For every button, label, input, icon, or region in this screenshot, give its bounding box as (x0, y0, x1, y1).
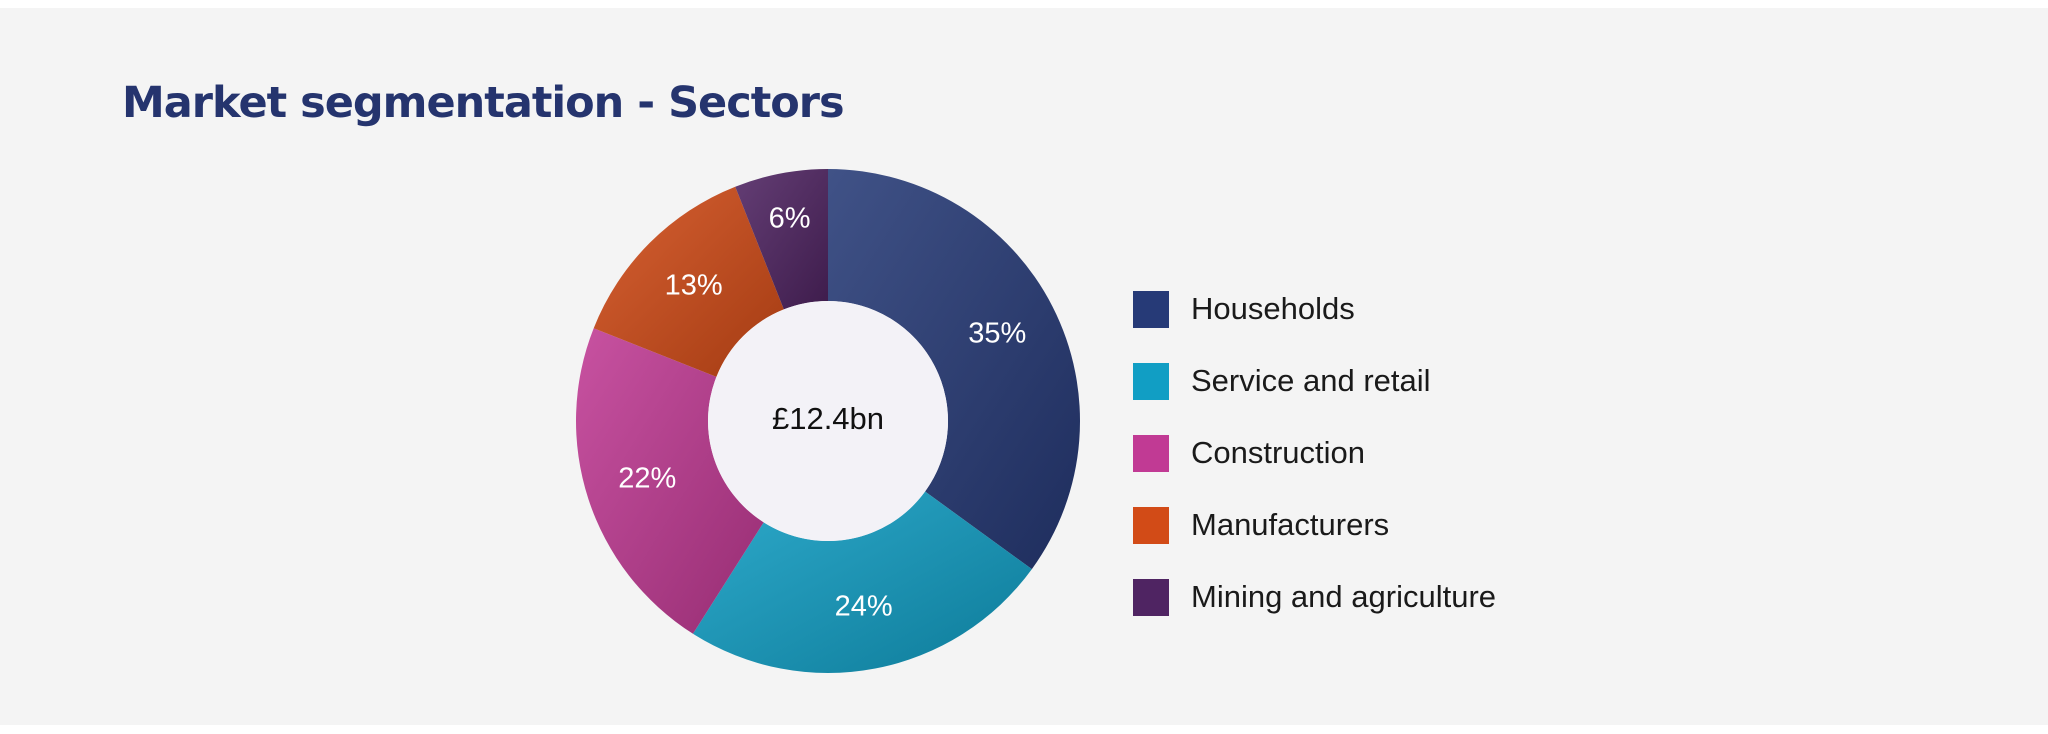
chart-panel: Market segmentation - Sectors £12.4bn 35… (0, 8, 2048, 725)
slice-data-label: 13% (665, 269, 723, 301)
center-total-label: £12.4bn (772, 401, 884, 436)
chart-title: Market segmentation - Sectors (122, 78, 845, 128)
legend: Households Service and retail Constructi… (1133, 273, 1496, 633)
legend-label: Manufacturers (1191, 507, 1390, 542)
legend-label: Construction (1191, 435, 1366, 470)
slice-data-label: 35% (968, 317, 1026, 349)
legend-label: Mining and agriculture (1191, 579, 1497, 614)
donut-slice-mining-and-agriculture (735, 169, 828, 310)
legend-label: Households (1191, 291, 1355, 326)
donut-chart: £12.4bn 35% 24% 22% 13% 6% (576, 169, 1080, 673)
slice-data-label: 6% (769, 202, 811, 234)
donut-slice-service-and-retail (692, 491, 1032, 673)
slice-data-label: 22% (618, 462, 676, 494)
legend-swatch (1133, 578, 1169, 616)
legend-item: Manufacturers (1133, 489, 1496, 561)
legend-label: Service and retail (1191, 363, 1431, 398)
legend-swatch (1133, 290, 1169, 328)
donut-slice-manufacturers (593, 186, 784, 377)
legend-item: Households (1133, 273, 1496, 345)
legend-item: Mining and agriculture (1133, 561, 1496, 633)
legend-item: Service and retail (1133, 345, 1496, 417)
legend-swatch (1133, 506, 1169, 544)
donut-hole (708, 301, 948, 541)
donut-slice-construction (576, 328, 764, 634)
donut-slice-households (828, 169, 1080, 570)
legend-swatch (1133, 362, 1169, 400)
legend-item: Construction (1133, 417, 1496, 489)
legend-swatch (1133, 434, 1169, 472)
slice-data-label: 24% (835, 590, 893, 622)
